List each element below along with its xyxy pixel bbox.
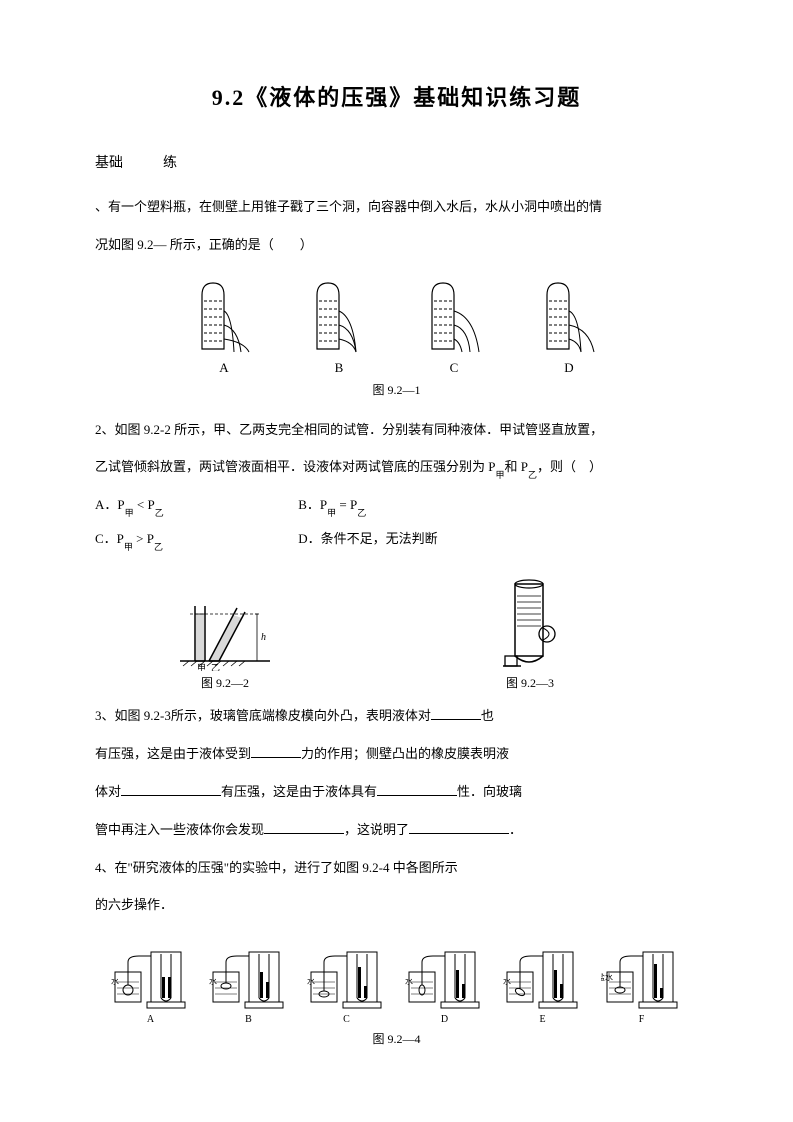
section-label-1: 基础 (95, 156, 123, 171)
q2-t2b: 和 P (505, 459, 528, 474)
figure-9-2-2-svg: h 甲 乙 (175, 596, 275, 671)
q3-line4: 管中再注入一些液体你会发现，这说明了． (95, 813, 698, 847)
q2-sub1: 甲 (495, 470, 504, 480)
q4-line1: 4、在"研究液体的压强"的实验中，进行了如图 9.2-4 中各图所示 (95, 851, 698, 885)
svg-text:水: 水 (307, 976, 315, 986)
apparatus-d: 水 D (405, 942, 485, 1025)
section-label-2: 练 (163, 156, 177, 171)
section-header: 基础 练 (95, 152, 698, 172)
bottle-b-label: B (335, 360, 344, 376)
figure-9-2-4-caption: 图 9.2—4 (95, 1030, 698, 1047)
bottle-d-label: D (564, 360, 573, 376)
apparatus-e: 水 E (503, 942, 583, 1025)
figure-9-2-3-svg (495, 576, 565, 671)
apparatus-f-svg: 盐水 (601, 942, 683, 1012)
q2-opt-b: B．P甲 = P乙 (298, 488, 498, 522)
q2-line2: 乙试管倾斜放置，两试管液面相平．设液体对两试管底的压强分别为 P甲和 P乙，则（… (95, 450, 698, 484)
blank-2[interactable] (251, 744, 301, 758)
apparatus-d-svg: 水 (405, 942, 485, 1012)
svg-text:水: 水 (503, 976, 511, 986)
blank-1[interactable] (431, 706, 481, 720)
blank-4[interactable] (377, 782, 457, 796)
bottle-a-label: A (219, 360, 228, 376)
figure-9-2-1-caption: 图 9.2—1 (95, 381, 698, 398)
q2-opt-c: C．P甲 > P乙 (95, 522, 295, 556)
svg-text:甲: 甲 (197, 663, 206, 671)
apparatus-a-svg: 水 (111, 942, 191, 1012)
apparatus-d-label: D (441, 1014, 448, 1025)
q3-line3: 体对有压强，这是由于液体具有性．向玻璃 (95, 775, 698, 809)
q3-line2: 有压强，这是由于液体受到力的作用；侧壁凸出的橡皮膜表明液 (95, 737, 698, 771)
apparatus-e-svg: 水 (503, 942, 583, 1012)
apparatus-c: 水 C (307, 942, 387, 1025)
bottle-c-label: C (450, 360, 459, 376)
q2-options-row2: C．P甲 > P乙 D．条件不足，无法判断 (95, 522, 698, 556)
svg-text:乙: 乙 (211, 663, 220, 671)
bottle-c-svg (424, 277, 484, 357)
q2-opt-a: A．P甲 < P乙 (95, 488, 295, 522)
figure-9-2-2-caption: 图 9.2—2 (201, 674, 249, 691)
svg-text:水: 水 (209, 976, 217, 986)
figure-9-2-2: h 甲 乙 图 9.2—2 (175, 596, 275, 691)
q1-line2: 况如图 9.2— 所示，正确的是（ ） (95, 228, 698, 262)
figure-9-2-1-row: A B (95, 277, 698, 376)
apparatus-c-svg: 水 (307, 942, 387, 1012)
bottle-c: C (424, 277, 484, 376)
q2-options-row1: A．P甲 < P乙 B．P甲 = P乙 (95, 488, 698, 522)
blank-3[interactable] (121, 782, 221, 796)
apparatus-a: 水 A (111, 942, 191, 1025)
q4-line2: 的六步操作． (95, 888, 698, 922)
apparatus-b: 水 B (209, 942, 289, 1025)
q2-t2c: ，则（ ） (537, 459, 602, 474)
svg-text:水: 水 (111, 976, 119, 986)
q1-line1: 、有一个塑料瓶，在侧壁上用锥子戳了三个洞，向容器中倒入水后，水从小洞中喷出的情 (95, 190, 698, 224)
q2-opt-d: D．条件不足，无法判断 (298, 522, 498, 556)
q2-sub2: 乙 (528, 470, 537, 480)
bottle-b: B (309, 277, 369, 376)
apparatus-f: 盐水 F (601, 942, 683, 1025)
figure-9-2-3-caption: 图 9.2—3 (506, 674, 554, 691)
svg-text:盐水: 盐水 (601, 972, 613, 982)
svg-text:h: h (261, 632, 266, 643)
apparatus-f-label: F (639, 1014, 645, 1025)
q2-t2a: 乙试管倾斜放置，两试管液面相平．设液体对两试管底的压强分别为 P (95, 459, 495, 474)
bottle-b-svg (309, 277, 369, 357)
figure-9-2-4-row: 水 A 水 B (95, 942, 698, 1025)
blank-6[interactable] (409, 820, 509, 834)
blank-5[interactable] (264, 820, 344, 834)
bottle-a-svg (194, 277, 254, 357)
bottle-d-svg (539, 277, 599, 357)
q3-line1: 3、如图 9.2-3所示，玻璃管底端橡皮模向外凸，表明液体对也 (95, 699, 698, 733)
apparatus-b-label: B (245, 1014, 252, 1025)
svg-text:水: 水 (405, 976, 413, 986)
bottle-a: A (194, 277, 254, 376)
apparatus-b-svg: 水 (209, 942, 289, 1012)
apparatus-a-label: A (147, 1014, 154, 1025)
bottle-d: D (539, 277, 599, 376)
figure-row-2-3: h 甲 乙 图 9.2—2 图 9.2—3 (175, 576, 698, 691)
figure-9-2-3: 图 9.2—3 (495, 576, 565, 691)
apparatus-e-label: E (539, 1014, 545, 1025)
apparatus-c-label: C (343, 1014, 350, 1025)
q2-line1: 2、如图 9.2-2 所示，甲、乙两支完全相同的试管．分别装有同种液体．甲试管竖… (95, 413, 698, 447)
page-title: 9.2《液体的压强》基础知识练习题 (95, 80, 698, 112)
